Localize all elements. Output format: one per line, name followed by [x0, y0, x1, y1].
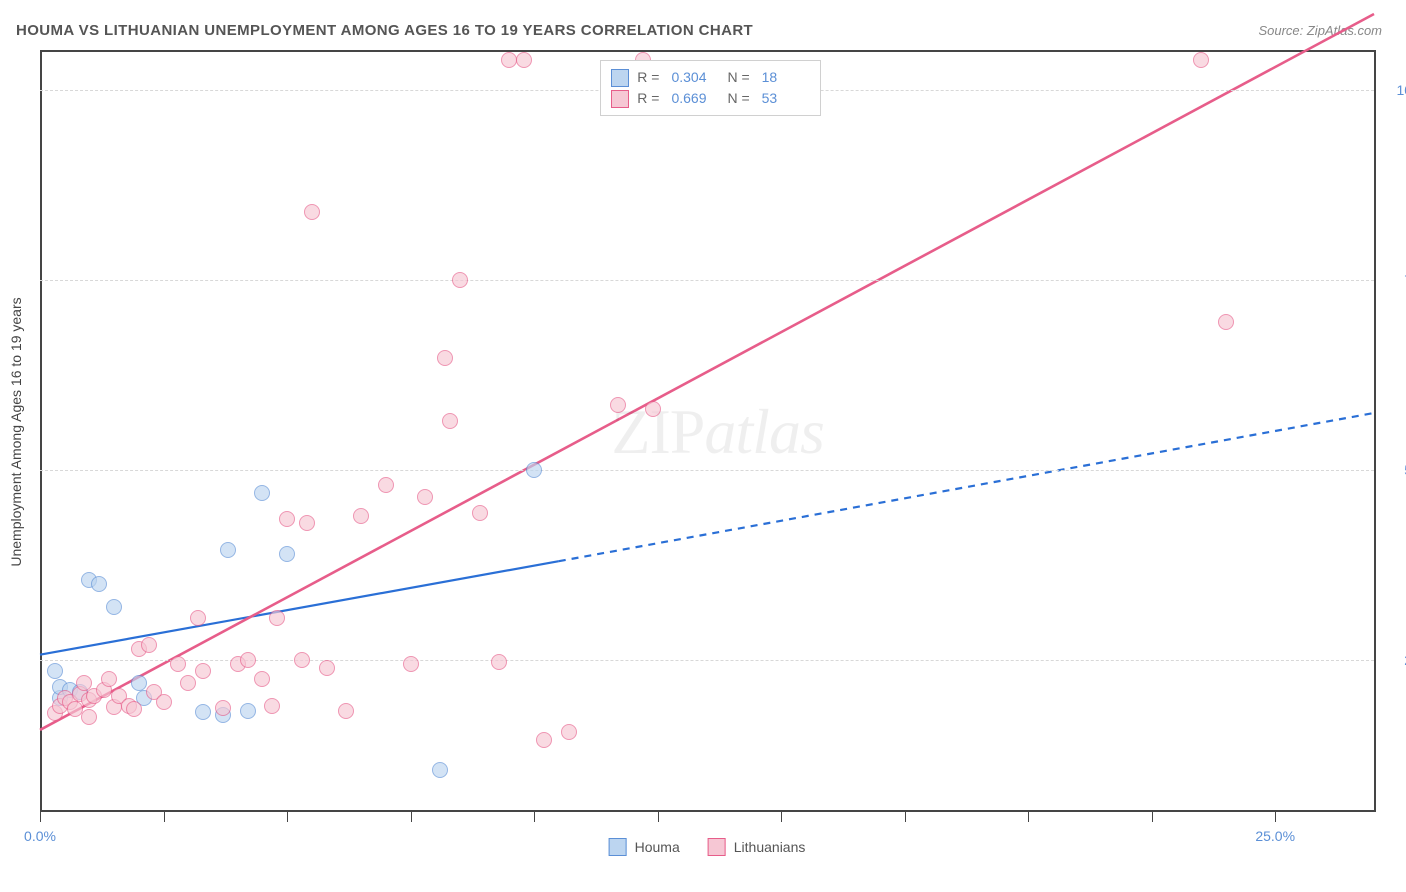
scatter-point — [190, 610, 206, 626]
scatter-point — [319, 660, 335, 676]
y-tick-label: 50.0% — [1384, 462, 1406, 478]
legend-r-value: 0.669 — [671, 88, 719, 109]
scatter-point — [156, 694, 172, 710]
source-attribution: Source: ZipAtlas.com — [1258, 23, 1382, 38]
scatter-point — [403, 656, 419, 672]
legend-n-value: 18 — [762, 67, 810, 88]
scatter-point — [269, 610, 285, 626]
scatter-point — [240, 703, 256, 719]
trend-line — [40, 14, 1374, 730]
scatter-point — [378, 477, 394, 493]
scatter-point — [106, 599, 122, 615]
grid-line — [40, 280, 1374, 281]
scatter-point — [1193, 52, 1209, 68]
chart-title: HOUMA VS LITHUANIAN UNEMPLOYMENT AMONG A… — [16, 22, 753, 39]
series-legend-label: Lithuanians — [734, 839, 806, 855]
scatter-point — [264, 698, 280, 714]
scatter-point — [432, 762, 448, 778]
scatter-point — [437, 350, 453, 366]
scatter-point — [240, 652, 256, 668]
legend-n-label: N = — [727, 88, 749, 109]
legend-swatch — [611, 69, 629, 87]
legend-swatch — [708, 838, 726, 856]
scatter-point — [304, 204, 320, 220]
scatter-point — [294, 652, 310, 668]
legend-r-value: 0.304 — [671, 67, 719, 88]
legend-n-label: N = — [727, 67, 749, 88]
scatter-point — [220, 542, 236, 558]
trend-lines-svg — [40, 52, 1374, 812]
legend-row: R = 0.304 N = 18 — [611, 67, 809, 88]
scatter-point — [254, 671, 270, 687]
series-legend-item: Lithuanians — [708, 838, 806, 856]
series-legend-label: Houma — [635, 839, 680, 855]
scatter-point — [472, 505, 488, 521]
scatter-point — [195, 704, 211, 720]
legend-r-label: R = — [637, 88, 659, 109]
chart-container: Unemployment Among Ages 16 to 19 years Z… — [40, 50, 1376, 812]
scatter-point — [417, 489, 433, 505]
scatter-point — [536, 732, 552, 748]
x-tick — [781, 812, 782, 822]
y-axis-label: Unemployment Among Ages 16 to 19 years — [8, 297, 24, 566]
scatter-point — [338, 703, 354, 719]
scatter-point — [526, 462, 542, 478]
scatter-point — [1218, 314, 1234, 330]
x-tick — [164, 812, 165, 822]
scatter-point — [170, 656, 186, 672]
scatter-point — [442, 413, 458, 429]
scatter-point — [195, 663, 211, 679]
legend-r-label: R = — [637, 67, 659, 88]
y-tick-label: 100.0% — [1384, 82, 1406, 98]
scatter-point — [299, 515, 315, 531]
scatter-point — [353, 508, 369, 524]
x-tick — [534, 812, 535, 822]
scatter-point — [254, 485, 270, 501]
scatter-point — [491, 654, 507, 670]
series-legend-item: Houma — [609, 838, 680, 856]
x-tick — [1275, 812, 1276, 822]
x-tick — [40, 812, 41, 822]
correlation-legend: R = 0.304 N = 18 R = 0.669 N = 53 — [600, 60, 820, 116]
legend-n-value: 53 — [762, 88, 810, 109]
scatter-point — [452, 272, 468, 288]
scatter-point — [101, 671, 117, 687]
scatter-point — [279, 511, 295, 527]
x-tick — [1152, 812, 1153, 822]
scatter-point — [279, 546, 295, 562]
grid-line — [40, 470, 1374, 471]
x-tick — [411, 812, 412, 822]
x-tick — [287, 812, 288, 822]
scatter-point — [610, 397, 626, 413]
x-tick — [658, 812, 659, 822]
plot-area: ZIPatlas — [40, 52, 1374, 812]
scatter-point — [561, 724, 577, 740]
scatter-point — [47, 663, 63, 679]
scatter-point — [126, 701, 142, 717]
scatter-point — [81, 709, 97, 725]
scatter-point — [91, 576, 107, 592]
x-tick — [905, 812, 906, 822]
scatter-point — [501, 52, 517, 68]
x-tick-label: 25.0% — [1255, 828, 1295, 844]
scatter-point — [215, 700, 231, 716]
scatter-point — [516, 52, 532, 68]
scatter-point — [131, 675, 147, 691]
legend-swatch — [611, 90, 629, 108]
x-tick-label: 0.0% — [24, 828, 56, 844]
trend-line — [559, 413, 1374, 561]
y-tick-label: 75.0% — [1384, 272, 1406, 288]
scatter-point — [67, 701, 83, 717]
scatter-point — [141, 637, 157, 653]
y-tick-label: 25.0% — [1384, 652, 1406, 668]
legend-row: R = 0.669 N = 53 — [611, 88, 809, 109]
scatter-point — [645, 401, 661, 417]
legend-swatch — [609, 838, 627, 856]
series-legend: Houma Lithuanians — [609, 838, 806, 856]
x-tick — [1028, 812, 1029, 822]
scatter-point — [180, 675, 196, 691]
